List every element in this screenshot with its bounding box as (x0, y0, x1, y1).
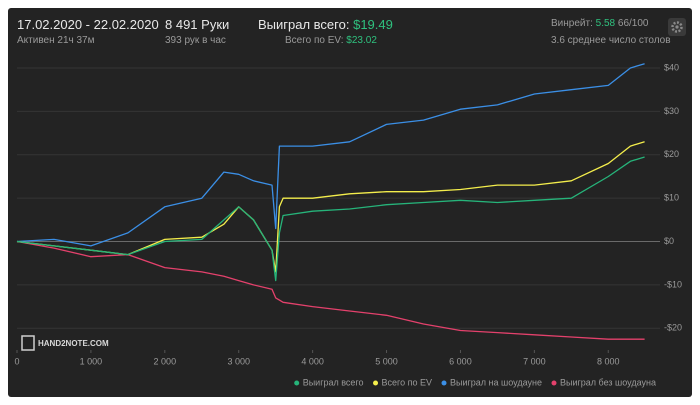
watermark-text: HAND2NOTE.COM (38, 339, 109, 348)
tables: 3.6 среднее число столов (551, 35, 671, 46)
ev-label: Всего по EV: (285, 35, 344, 46)
series-line (16, 156, 645, 282)
legend-marker (294, 380, 300, 386)
y-tick-label: -$20 (664, 323, 682, 333)
legend-marker (373, 380, 379, 386)
settings-button[interactable] (668, 18, 686, 36)
x-tick-label: 0 (14, 356, 19, 366)
ev-value: $23.02 (346, 35, 377, 46)
hands: 8 491 Руки (165, 17, 230, 32)
watermark: HAND2NOTE.COM (21, 335, 109, 351)
series-line (16, 63, 645, 247)
legend-item: Выиграл всего (294, 377, 364, 387)
won-label: Выиграл всего: (258, 17, 350, 32)
legend-label: Выиграл всего (303, 377, 364, 387)
winrate-unit: 66/100 (617, 18, 649, 29)
gear-icon (671, 21, 683, 33)
series-line (16, 141, 645, 273)
legend-item: Выиграл без шоудауна (551, 377, 656, 387)
x-tick-label: 2 000 (154, 356, 177, 366)
y-tick-label: $0 (664, 236, 674, 246)
x-tick-label: 1 000 (80, 356, 103, 366)
y-tick-label: $40 (664, 62, 679, 72)
winrate-label: Винрейт: (551, 18, 593, 29)
y-tick-label: -$10 (664, 279, 682, 289)
legend-label: Выиграл на шоудауне (450, 377, 542, 387)
x-tick-label: 3 000 (227, 356, 250, 366)
legend-label: Выиграл без шоудауна (560, 377, 656, 387)
winrate-value: 5.58 (595, 18, 616, 29)
won-total: Выиграл всего: $19.49 (258, 17, 393, 32)
x-tick-label: 4 000 (301, 356, 324, 366)
legend-item: Всего по EV (373, 377, 432, 387)
winrate: Винрейт: 5.58 66/100 (551, 18, 648, 29)
hands-per-hour: 393 рук в час (165, 35, 226, 46)
legend-marker (551, 380, 557, 386)
y-tick-label: $20 (664, 149, 679, 159)
series-line (16, 240, 645, 340)
legend-marker (441, 380, 447, 386)
ev-total: Всего по EV: $23.02 (285, 35, 377, 46)
panel: 17.02.2020 - 22.02.2020 Активен 21ч 37м … (8, 8, 692, 397)
won-value: $19.49 (353, 17, 393, 32)
period: 17.02.2020 - 22.02.2020 (17, 17, 159, 32)
legend-label: Всего по EV (382, 377, 432, 387)
x-tick-label: 7 000 (523, 356, 546, 366)
y-tick-label: $30 (664, 106, 679, 116)
x-tick-label: 6 000 (449, 356, 472, 366)
y-tick-label: $10 (664, 193, 679, 203)
legend-item: Выиграл на шоудауне (441, 377, 542, 387)
x-tick-label: 8 000 (597, 356, 620, 366)
active-time: Активен 21ч 37м (17, 35, 95, 46)
x-tick-label: 5 000 (375, 356, 398, 366)
